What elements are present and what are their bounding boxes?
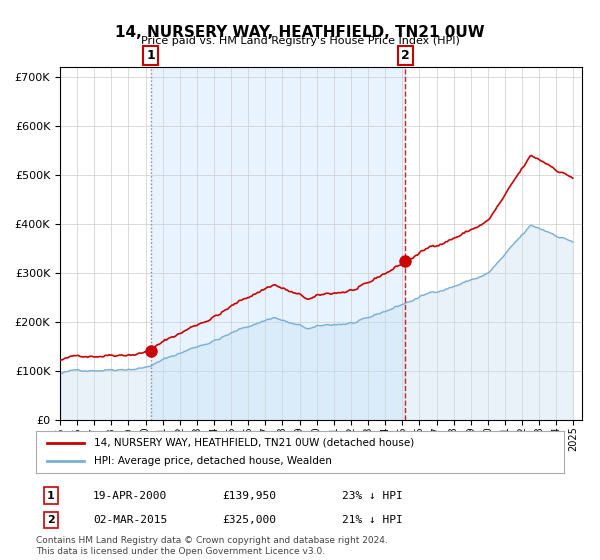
Text: £139,950: £139,950 [222, 491, 276, 501]
Text: 2: 2 [47, 515, 55, 525]
Text: £325,000: £325,000 [222, 515, 276, 525]
Text: Contains HM Land Registry data © Crown copyright and database right 2024.: Contains HM Land Registry data © Crown c… [36, 536, 388, 545]
Text: 02-MAR-2015: 02-MAR-2015 [93, 515, 167, 525]
Text: HPI: Average price, detached house, Wealden: HPI: Average price, detached house, Weal… [94, 456, 332, 466]
Text: 23% ↓ HPI: 23% ↓ HPI [342, 491, 403, 501]
Text: 14, NURSERY WAY, HEATHFIELD, TN21 0UW (detached house): 14, NURSERY WAY, HEATHFIELD, TN21 0UW (d… [94, 438, 415, 448]
Text: This data is licensed under the Open Government Licence v3.0.: This data is licensed under the Open Gov… [36, 547, 325, 556]
Bar [151, 67, 405, 420]
Text: 2: 2 [401, 49, 410, 62]
Text: 1: 1 [146, 49, 155, 62]
Text: 19-APR-2000: 19-APR-2000 [93, 491, 167, 501]
Text: 1: 1 [47, 491, 55, 501]
Text: 14, NURSERY WAY, HEATHFIELD, TN21 0UW: 14, NURSERY WAY, HEATHFIELD, TN21 0UW [115, 25, 485, 40]
Text: Price paid vs. HM Land Registry's House Price Index (HPI): Price paid vs. HM Land Registry's House … [140, 36, 460, 46]
Text: 21% ↓ HPI: 21% ↓ HPI [342, 515, 403, 525]
